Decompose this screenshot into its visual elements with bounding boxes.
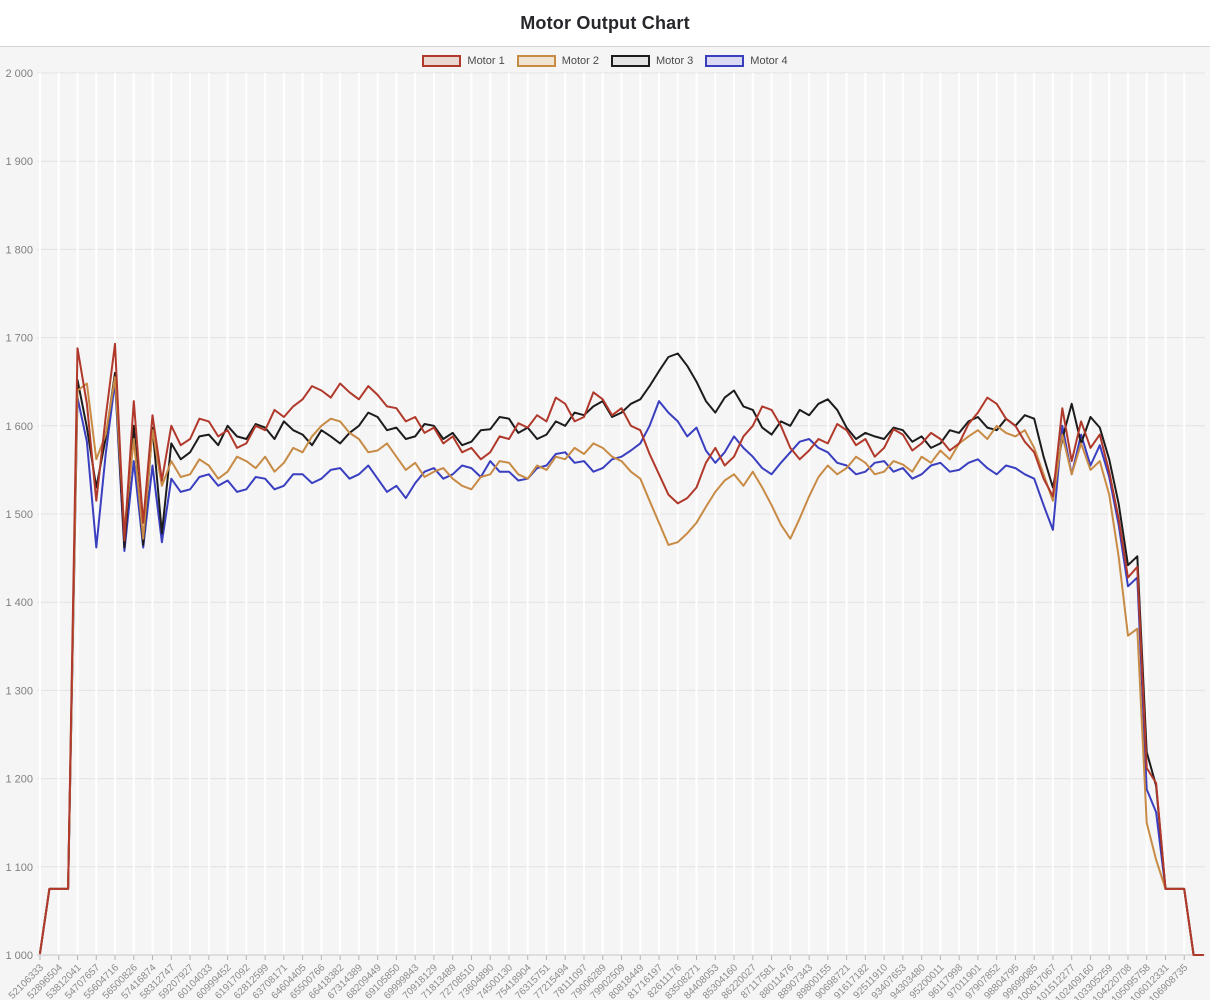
legend-label: Motor 3 <box>656 55 694 67</box>
y-axis-label: 1 800 <box>5 244 33 256</box>
line-chart: 1 000 1 100 1 200 1 300 1 400 1 500 1 600 1 700… <box>5 68 1205 1000</box>
legend-label: Motor 2 <box>561 55 599 67</box>
chart-legend: Motor 1 Motor 2 Motor 3 Motor 4 <box>0 53 1210 69</box>
legend-label: Motor 1 <box>467 55 505 67</box>
y-axis-label: 1 100 <box>5 862 33 874</box>
legend-swatch-icon <box>516 55 556 67</box>
title-bar: Motor Output Chart <box>0 0 1210 46</box>
page-title: Motor Output Chart <box>520 12 690 33</box>
chart-panel: Motor 1 Motor 2 Motor 3 Motor 4 1 000 1 100 1… <box>0 46 1210 1000</box>
y-axis-label: 2 000 <box>5 68 33 80</box>
motor-2-line <box>39 376 1204 956</box>
legend-swatch-icon <box>611 55 650 67</box>
legend-item-motor-4[interactable]: Motor 4 <box>705 55 788 67</box>
y-axis-label: 1 000 <box>5 950 33 962</box>
motor-1-line <box>39 342 1204 956</box>
y-axis-label: 1 300 <box>5 685 33 697</box>
y-axis-label: 1 200 <box>5 774 33 786</box>
y-axis-label: 1 900 <box>5 156 33 168</box>
legend-item-motor-2[interactable]: Motor 2 <box>516 55 599 67</box>
motor-4-line <box>39 380 1204 956</box>
y-axis-label: 1 700 <box>5 333 33 345</box>
y-axis-label: 1 600 <box>5 421 33 433</box>
legend-swatch-icon <box>705 55 745 67</box>
legend-swatch-icon <box>422 55 462 67</box>
y-axis-label: 1 500 <box>5 509 33 521</box>
legend-item-motor-3[interactable]: Motor 3 <box>611 55 693 67</box>
y-axis-label: 1 400 <box>5 597 33 609</box>
legend-label: Motor 4 <box>750 55 788 67</box>
legend-item-motor-1[interactable]: Motor 1 <box>422 55 505 67</box>
